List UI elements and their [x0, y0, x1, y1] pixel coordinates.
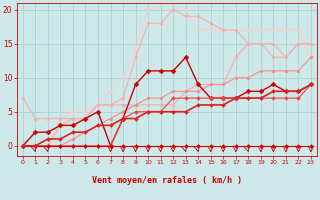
X-axis label: Vent moyen/en rafales ( km/h ): Vent moyen/en rafales ( km/h )	[92, 176, 242, 185]
